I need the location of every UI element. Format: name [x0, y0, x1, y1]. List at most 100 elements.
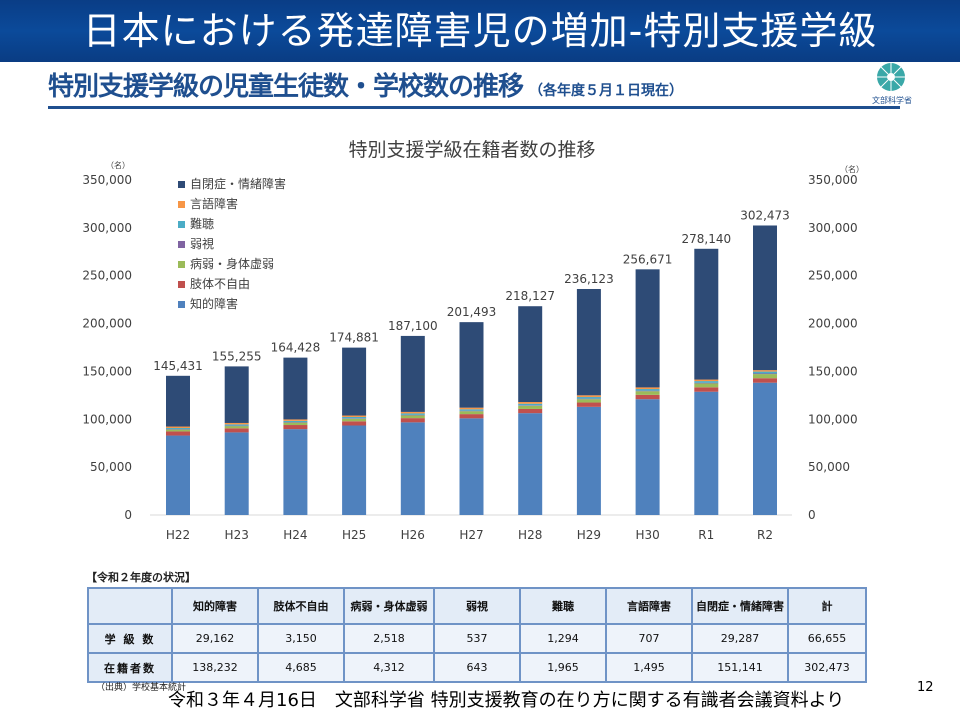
bar-segment	[224, 426, 249, 429]
y-tick-label-left: 200,000	[82, 317, 132, 331]
bar-segment	[342, 425, 367, 515]
y-tick-label-left: 50,000	[90, 460, 132, 474]
table-cell: 29,287	[691, 623, 789, 654]
bar-segment	[283, 357, 308, 420]
page-number: 12	[917, 680, 934, 695]
data-label-total: 278,140	[681, 232, 731, 246]
bar-segment	[694, 381, 719, 383]
data-label-total: 145,431	[153, 359, 203, 373]
bar-segment	[224, 425, 249, 427]
bar-segment	[459, 409, 484, 411]
table-cell: 302,473	[787, 652, 867, 683]
table-cell: 707	[605, 623, 693, 654]
y-tick-label-right: 150,000	[808, 364, 858, 378]
section-subtitle: 特別支援学級の児童生徒数・学校数の推移 （各年度５月１日現在）	[48, 66, 683, 103]
bar-segment	[166, 429, 190, 430]
subtitle-note: （各年度５月１日現在）	[529, 83, 684, 99]
table-header-cell: 難聴	[519, 587, 607, 625]
bar-segment	[518, 408, 543, 414]
bar-segment	[635, 269, 660, 388]
bar-segment	[635, 387, 660, 390]
bar-segment	[400, 411, 425, 414]
bar-segment	[224, 366, 249, 423]
x-tick-label: H23	[225, 528, 249, 542]
x-tick-label: H24	[283, 528, 307, 542]
bars-group	[166, 225, 777, 515]
legend-label: 言語障害	[190, 196, 238, 211]
table-cell: 29,162	[171, 623, 259, 654]
bar-segment	[342, 421, 367, 426]
bar-segment	[694, 382, 719, 384]
bar-segment	[459, 407, 484, 410]
x-tick-label: H29	[577, 528, 601, 542]
data-label-total: 201,493	[447, 305, 497, 319]
table-header-row: 知的障害 肢体不自由 病弱・身体虚弱 弱視 難聴 言語障害 自閉症・情緒障害 計	[87, 587, 867, 625]
bar-segment	[400, 418, 425, 423]
y-tick-label-right: 250,000	[808, 269, 858, 283]
legend-label: 弱視	[190, 236, 214, 251]
data-label-total: 187,100	[388, 319, 438, 333]
chart-title: 特別支援学級在籍者数の推移	[348, 139, 595, 161]
legend-label: 難聴	[190, 216, 214, 231]
bar-segment	[459, 418, 484, 515]
bar-segment	[694, 383, 719, 388]
bar-segment	[459, 410, 484, 412]
y-axis-right: 0 50,000 100,000 150,000 200,000 250,000 300,0…	[808, 173, 858, 522]
legend-label: 病弱・身体虚弱	[190, 256, 274, 271]
x-tick-label: H27	[459, 528, 483, 542]
y-tick-label-right: 300,000	[808, 221, 858, 235]
bar-segment	[224, 422, 249, 425]
table-header-cell: 自閉症・情緒障害	[691, 587, 789, 625]
legend-label: 肢体不自由	[190, 276, 250, 291]
bar-segment	[283, 420, 308, 423]
status-table: 知的障害 肢体不自由 病弱・身体虚弱 弱視 難聴 言語障害 自閉症・情緒障害 計…	[87, 587, 867, 683]
page-title: 日本における発達障害児の増加-特別支援学級	[82, 9, 878, 53]
y-tick-label-right: 100,000	[808, 412, 858, 426]
bar-segment	[576, 398, 601, 400]
table-cell: 1,965	[519, 652, 607, 683]
bar-segment	[753, 373, 777, 375]
bar-segment	[166, 431, 190, 436]
bar-segment	[342, 347, 367, 416]
bar-segment	[753, 370, 777, 372]
y-axis-unit-left: （名）	[106, 160, 130, 170]
data-label-total: 155,255	[212, 349, 262, 363]
bar-segment	[283, 422, 308, 426]
bar-segment	[518, 405, 543, 409]
table-cell: 4,685	[257, 652, 345, 683]
data-label-total: 302,473	[740, 208, 790, 222]
data-label-total: 174,881	[329, 331, 379, 345]
bar-segment	[224, 424, 249, 426]
bar-segment	[342, 418, 367, 422]
x-tick-label: H26	[401, 528, 425, 542]
table-cell: 138,232	[171, 652, 259, 683]
table-cell: 1,294	[519, 623, 607, 654]
legend-swatch	[178, 261, 185, 268]
footer-citation: 令和３年４月16日 文部科学省 特別支援教育の在り方に関する有識者会議資料より	[168, 690, 845, 711]
y-tick-label-left: 150,000	[82, 364, 132, 378]
subtitle-text: 特別支援学級の児童生徒数・学校数の推移	[48, 72, 524, 102]
legend-label: 知的障害	[190, 296, 238, 311]
bar-segment	[283, 419, 308, 421]
bar-segment	[518, 405, 543, 406]
bar-segment	[635, 399, 660, 515]
data-label-total: 256,671	[623, 252, 673, 266]
y-tick-label-right: 200,000	[808, 317, 858, 331]
bar-segment	[283, 425, 308, 430]
table-cell: 4,312	[343, 652, 435, 683]
table-header-cell: 病弱・身体虚弱	[343, 587, 435, 625]
bar-segment	[400, 414, 425, 416]
bar-segment	[283, 429, 308, 515]
y-axis-unit-right: （名）	[840, 164, 864, 174]
subtitle-divider	[48, 106, 900, 109]
y-tick-label-left: 100,000	[82, 412, 132, 426]
row-label: 在籍者数	[87, 652, 173, 683]
bar-segment	[400, 413, 425, 415]
table-header-cell	[87, 587, 173, 625]
bar-segment	[753, 378, 777, 383]
legend-swatch	[178, 241, 185, 248]
bar-segment	[576, 399, 601, 403]
bar-segment	[166, 429, 190, 432]
table-cell: 3,150	[257, 623, 345, 654]
